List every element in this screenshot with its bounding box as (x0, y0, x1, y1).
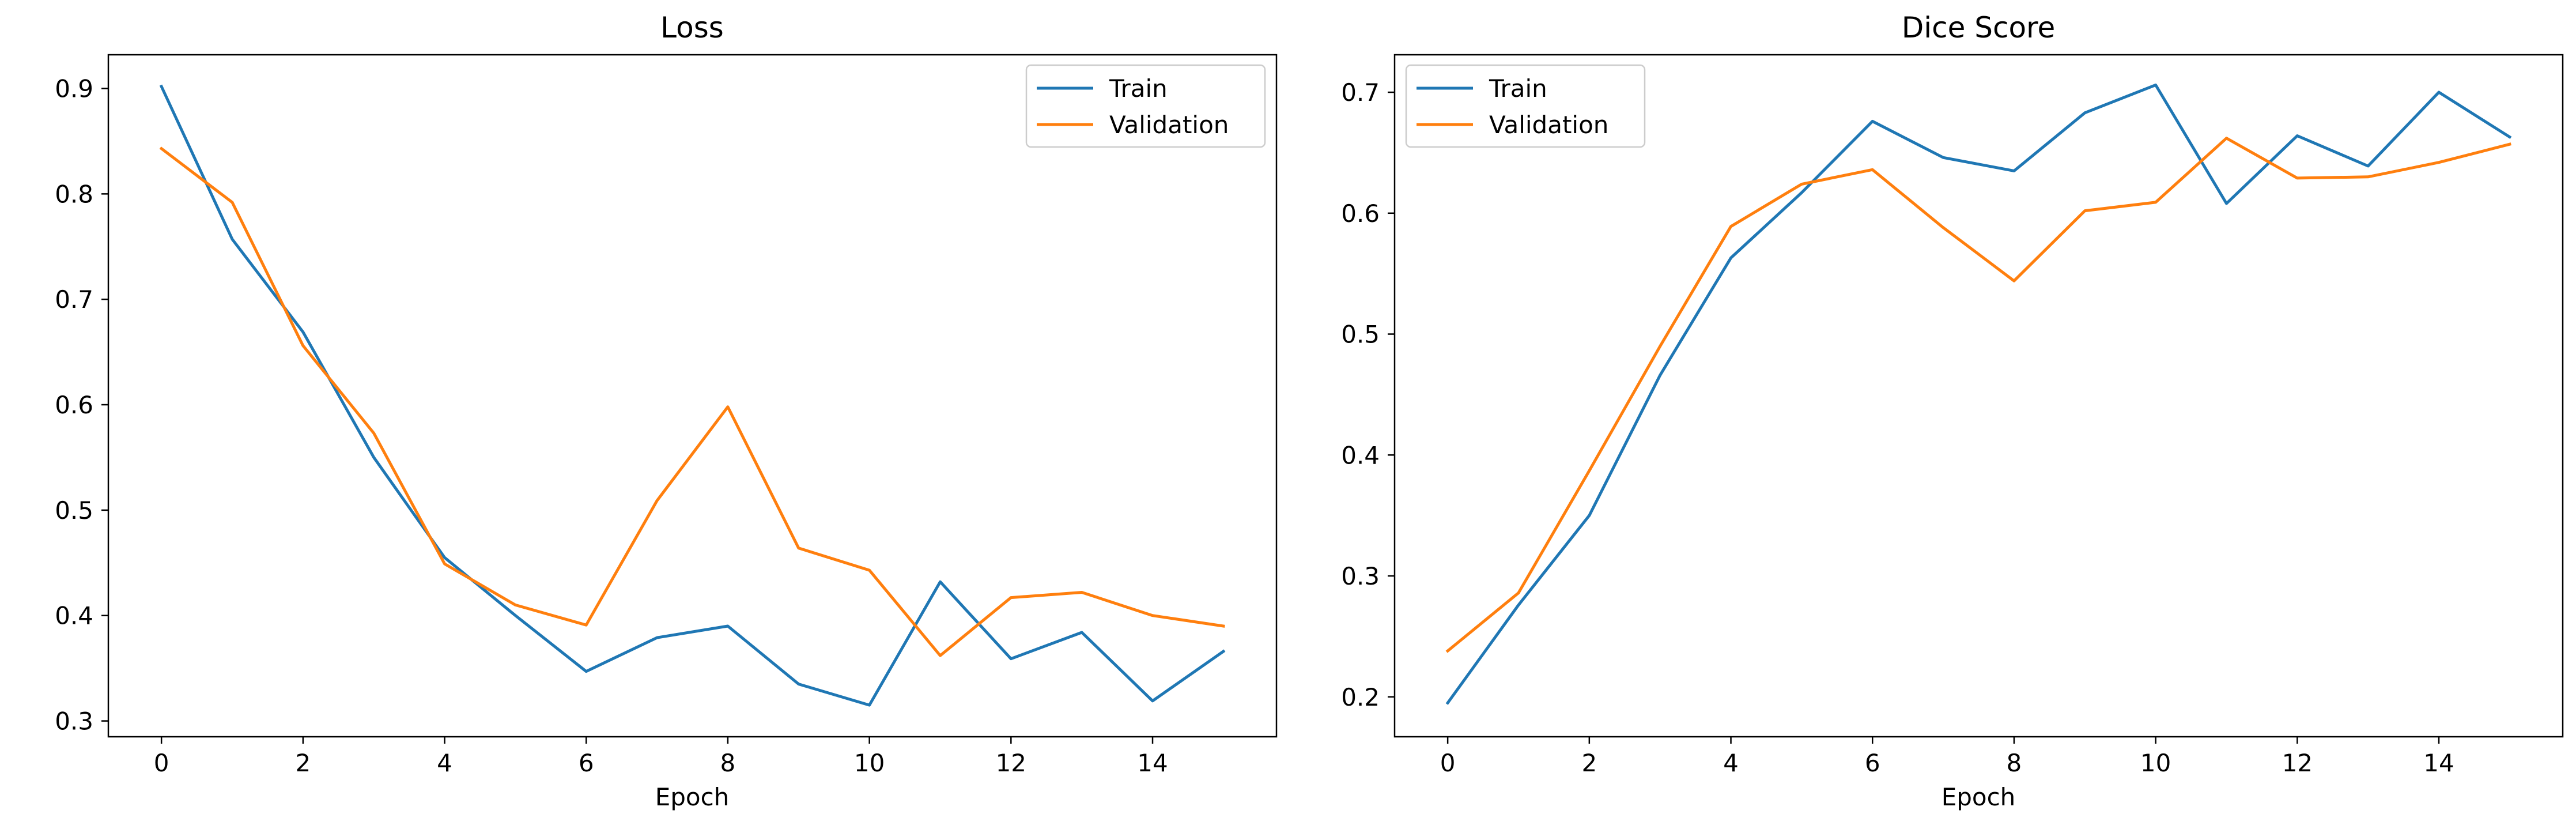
dice-line-layer (1445, 83, 2512, 705)
dice-x-tick-label: 6 (1865, 749, 1880, 777)
dice-legend-box (1405, 64, 1646, 148)
dice-x-tick-label: 12 (2282, 749, 2313, 777)
loss-y-tick-label: 0.5 (55, 496, 93, 525)
dice-x-tick-label: 2 (1581, 749, 1597, 777)
dice-x-tick-label: 4 (1723, 749, 1739, 777)
dice-train-line (1445, 83, 2512, 705)
dice-y-axis: 0.2 0.3 0.4 0.5 0.6 0.7 (1341, 78, 1395, 711)
loss-x-tick-label: 10 (854, 749, 885, 777)
loss-legend-box (1025, 64, 1266, 148)
dice-validation-line (1445, 137, 2511, 653)
loss-y-tick-label: 0.9 (55, 75, 93, 103)
dice-y-tick-label: 0.7 (1341, 78, 1380, 107)
dice-chart-title: Dice Score (1902, 11, 2056, 44)
loss-x-tick-label: 2 (295, 749, 311, 777)
dice-plot-frame (1393, 54, 2564, 738)
loss-y-tick-label: 0.7 (55, 285, 93, 314)
loss-x-axis-label: Epoch (655, 783, 730, 811)
loss-x-tick-label: 8 (720, 749, 736, 777)
dice-y-tick-label: 0.3 (1341, 562, 1380, 590)
loss-y-axis: 0.3 0.4 0.5 0.6 0.7 0.8 0.9 (55, 75, 108, 736)
loss-y-tick-label: 0.8 (55, 180, 93, 208)
loss-x-tick-label: 4 (437, 749, 452, 777)
loss-x-axis: 0 2 4 6 8 10 12 14 (154, 737, 1168, 777)
dice-y-tick-label: 0.5 (1341, 321, 1380, 349)
dice-y-tick-label: 0.2 (1341, 683, 1380, 711)
loss-chart-title: Loss (660, 11, 724, 44)
dice-y-tick-label: 0.6 (1341, 199, 1380, 228)
dice-x-tick-label: 10 (2140, 749, 2171, 777)
loss-y-tick-label: 0.4 (55, 602, 93, 630)
dice-x-tick-label: 14 (2423, 749, 2454, 777)
loss-plot-frame (107, 54, 1278, 738)
loss-x-tick-label: 14 (1137, 749, 1168, 777)
dice-legend-validation-label: Validation (1489, 111, 1608, 139)
loss-y-tick-label: 0.6 (55, 391, 93, 419)
loss-train-line (159, 84, 1226, 707)
loss-panel: 0 2 4 6 8 10 12 14 0.3 0.4 0.5 0.6 0.7 0.8 0.9 Loss E… (55, 11, 1278, 811)
dice-legend-train-label: Train (1489, 74, 1547, 103)
dice-x-axis-label: Epoch (1942, 783, 2016, 811)
loss-x-tick-label: 0 (154, 749, 169, 777)
loss-validation-line (159, 146, 1225, 657)
loss-x-tick-label: 12 (996, 749, 1026, 777)
dice-score-panel: 0 2 4 6 8 10 12 14 0.2 0.3 0.4 0.5 0.6 0.7 Dice Scor… (1341, 11, 2564, 811)
loss-line-layer (159, 84, 1226, 707)
loss-legend: Train Validation (1025, 64, 1266, 148)
dice-y-tick-label: 0.4 (1341, 441, 1380, 469)
dice-x-tick-label: 0 (1440, 749, 1456, 777)
dice-legend: Train Validation (1405, 64, 1646, 148)
loss-legend-train-label: Train (1109, 74, 1168, 103)
dice-x-tick-label: 8 (2007, 749, 2022, 777)
dice-x-axis: 0 2 4 6 8 10 12 14 (1440, 737, 2454, 777)
loss-y-tick-label: 0.3 (55, 707, 93, 736)
loss-legend-validation-label: Validation (1109, 111, 1229, 139)
loss-x-tick-label: 6 (579, 749, 594, 777)
